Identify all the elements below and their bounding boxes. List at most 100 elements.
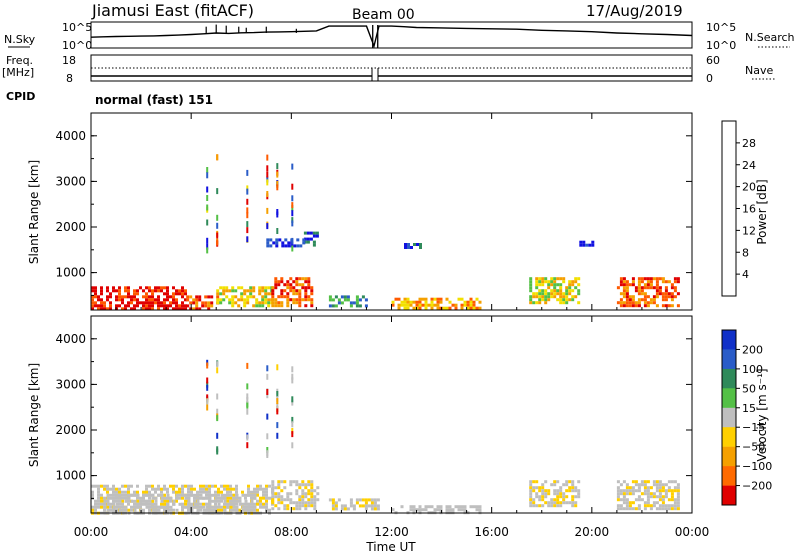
power-cell — [655, 283, 659, 287]
power-cell — [266, 179, 269, 186]
velocity-cell — [529, 504, 533, 508]
velocity-cell — [205, 487, 208, 491]
velocity-cell — [334, 501, 338, 505]
velocity-cell — [208, 502, 212, 506]
velocity-cell — [289, 480, 293, 484]
power-cell — [291, 245, 294, 252]
velocity-cell — [112, 487, 115, 491]
velocity-cell — [181, 490, 184, 494]
velocity-cell — [172, 502, 176, 506]
velocity-cell — [670, 489, 674, 493]
velocity-cell — [217, 502, 221, 506]
power-cell — [166, 298, 169, 302]
power-cell — [559, 289, 563, 293]
power-cell — [640, 280, 644, 284]
power-cell — [310, 292, 314, 296]
power-cell — [124, 304, 127, 308]
velocity-cell — [238, 499, 242, 503]
power-cell — [118, 295, 121, 299]
velocity-cell — [169, 505, 173, 509]
power-cell — [574, 277, 578, 281]
velocity-cell — [241, 502, 244, 506]
power-cell — [184, 292, 187, 296]
velocity-cell — [370, 507, 374, 511]
velocity-cell — [355, 498, 359, 502]
power-cell — [269, 238, 273, 242]
power-cell — [291, 220, 294, 227]
velocity-cell — [235, 490, 238, 494]
power-cell — [352, 301, 356, 305]
velocity-cell — [112, 493, 116, 497]
velocity-cell — [376, 498, 380, 502]
velocity-cell — [220, 484, 223, 488]
colorbar-tick-label: 15 — [742, 402, 756, 415]
power-cell — [619, 301, 623, 305]
freq-label: Freq. — [6, 54, 33, 67]
velocity-cell — [208, 499, 212, 503]
power-cell — [622, 289, 626, 293]
power-cell — [216, 188, 219, 195]
velocity-cell — [457, 505, 461, 509]
power-cell — [258, 292, 262, 296]
power-cell — [538, 301, 542, 305]
power-cell — [418, 300, 422, 304]
velocity-cell — [148, 499, 152, 503]
power-cell — [619, 280, 623, 284]
velocity-cell — [475, 505, 479, 509]
power-cell — [529, 286, 533, 290]
nsky-tick-bottom: 10^0 — [62, 39, 92, 52]
power-cell — [181, 301, 184, 305]
power-cell — [106, 289, 109, 293]
power-cell — [298, 289, 302, 293]
velocity-cell — [556, 489, 560, 493]
velocity-cell — [280, 495, 284, 499]
power-cell — [634, 301, 638, 305]
velocity-cell — [256, 484, 259, 488]
velocity-cell — [266, 365, 269, 372]
velocity-cell — [616, 492, 620, 496]
velocity-cell — [658, 507, 662, 511]
velocity-cell — [646, 504, 650, 508]
velocity-cell — [91, 490, 94, 494]
velocity-cell — [220, 496, 224, 500]
velocity-cell — [160, 505, 164, 509]
velocity-cell — [181, 502, 184, 506]
velocity-cell — [163, 493, 166, 497]
velocity-cell — [154, 505, 158, 509]
power-cell — [574, 295, 578, 299]
velocity-cell — [460, 508, 464, 512]
velocity-cell — [532, 486, 536, 490]
velocity-cell — [181, 493, 185, 497]
power-cell — [361, 295, 365, 299]
velocity-cell — [106, 493, 110, 497]
velocity-cell — [634, 507, 638, 511]
power-cell — [622, 301, 626, 305]
power-cell — [655, 280, 659, 284]
power-cell — [433, 303, 437, 307]
velocity-cell — [667, 480, 671, 484]
power-cell — [631, 295, 635, 299]
velocity-cell — [244, 499, 248, 503]
power-cell — [541, 289, 545, 293]
power-cell — [436, 297, 440, 301]
power-cell — [673, 289, 677, 293]
power-cell — [231, 289, 235, 293]
power-cell — [541, 283, 545, 287]
velocity-cell — [91, 508, 94, 512]
velocity-cell — [139, 496, 142, 500]
velocity-cell — [214, 505, 218, 509]
velocity-cell — [166, 493, 170, 497]
velocity-cell — [625, 486, 629, 490]
power-cell — [529, 289, 533, 293]
velocity-cell — [175, 493, 179, 497]
velocity-cell — [118, 493, 122, 497]
power-cell — [328, 295, 332, 299]
power-cell — [91, 286, 94, 290]
velocity-cell — [628, 507, 632, 511]
power-cell — [304, 277, 308, 281]
velocity-cell — [184, 484, 187, 488]
power-cell — [532, 292, 536, 296]
velocity-cell — [412, 508, 416, 512]
velocity-cell — [286, 507, 290, 511]
velocity-cell — [541, 486, 545, 490]
